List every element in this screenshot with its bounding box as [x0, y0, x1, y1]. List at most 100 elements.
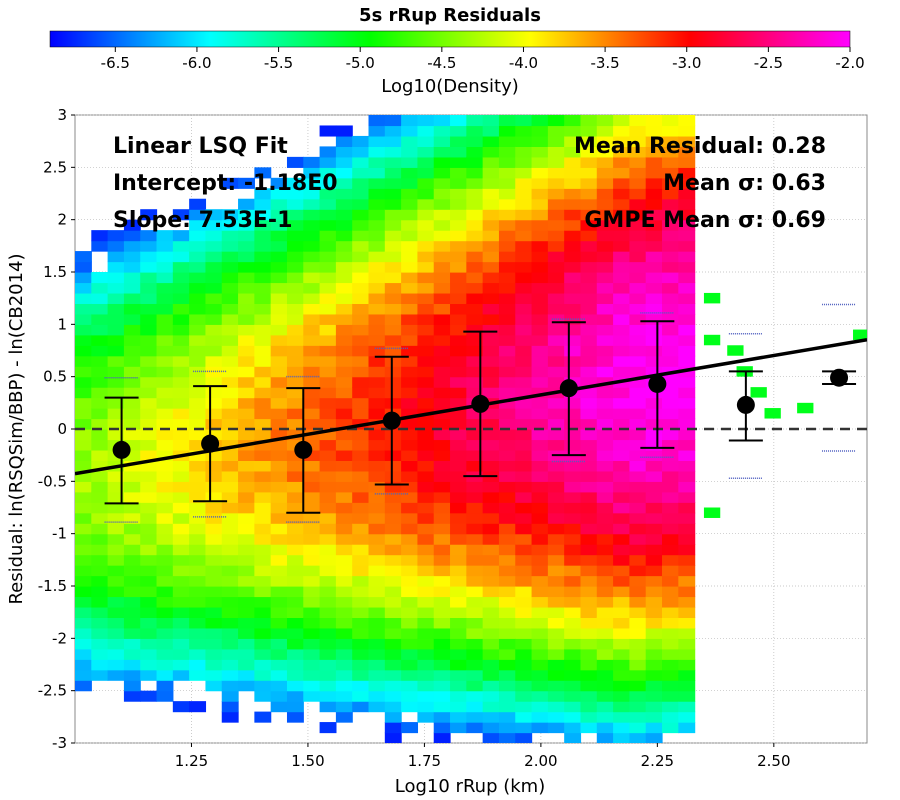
heatmap-cell — [221, 449, 239, 461]
heatmap-cell — [254, 408, 272, 420]
heatmap-cell — [75, 617, 92, 629]
heatmap-cell — [515, 491, 533, 503]
heatmap-cell — [645, 711, 663, 723]
heatmap-cell — [678, 303, 696, 315]
heatmap-cell — [189, 669, 207, 681]
heatmap-cell — [368, 334, 386, 346]
heatmap-cell — [123, 292, 141, 304]
heatmap-cell — [401, 418, 419, 430]
heatmap-cell — [384, 586, 402, 598]
heatmap-cell — [450, 313, 467, 325]
heatmap-cell — [564, 177, 582, 189]
heatmap-cell — [319, 418, 337, 430]
heatmap-cell — [352, 397, 370, 409]
heatmap-cell — [531, 313, 549, 325]
heatmap-cell — [221, 292, 239, 304]
heatmap-cell — [303, 219, 321, 231]
heatmap-cell — [645, 512, 663, 524]
heatmap-cell — [123, 586, 141, 598]
heatmap-cell — [433, 135, 451, 147]
heatmap-cell — [221, 481, 239, 493]
heatmap-cell — [482, 219, 500, 231]
heatmap-cell — [205, 272, 223, 284]
heatmap-cell — [678, 397, 696, 409]
heatmap-cell — [678, 282, 696, 294]
heatmap-cell — [645, 125, 663, 137]
heatmap-cell — [662, 512, 679, 524]
heatmap-cell — [335, 209, 353, 221]
heatmap-cell — [303, 418, 321, 430]
heatmap-cell — [450, 554, 467, 566]
heatmap-cell — [417, 355, 435, 367]
heatmap-cell — [140, 292, 158, 304]
heatmap-cell — [580, 481, 598, 493]
heatmap-cell — [270, 596, 288, 608]
heatmap-cell — [401, 648, 419, 660]
heatmap-cell — [482, 240, 500, 252]
heatmap-cell — [205, 596, 223, 608]
heatmap-cell — [482, 481, 500, 493]
heatmap-cell — [254, 188, 272, 200]
heatmap-cell — [319, 523, 337, 535]
heatmap-cell — [466, 502, 484, 514]
heatmap-cell — [531, 303, 549, 315]
heatmap-cell — [401, 523, 419, 535]
heatmap-cell — [172, 701, 190, 713]
heatmap-cell — [303, 669, 321, 681]
heatmap-cell — [433, 272, 451, 284]
heatmap-cell — [303, 397, 321, 409]
heatmap-cell — [384, 324, 402, 336]
heatmap-cell — [596, 449, 614, 461]
heatmap-cell — [368, 439, 386, 451]
heatmap-cell — [498, 512, 516, 524]
heatmap-cell — [319, 502, 337, 514]
heatmap-cell — [547, 115, 565, 127]
heatmap-cell — [156, 240, 174, 252]
heatmap-cell — [547, 481, 565, 493]
heatmap-cell — [156, 544, 174, 556]
heatmap-cell — [286, 177, 304, 189]
heatmap-cell — [123, 334, 141, 346]
heatmap-cell — [596, 272, 614, 284]
heatmap-cell — [172, 324, 190, 336]
heatmap-cell — [172, 251, 190, 263]
heatmap-cell — [189, 219, 207, 231]
heatmap-cell — [678, 711, 696, 723]
heatmap-cell — [498, 324, 516, 336]
heatmap-cell — [156, 659, 174, 671]
heatmap-cell — [629, 711, 647, 723]
heatmap-cell — [678, 533, 696, 545]
heatmap-cell — [531, 240, 549, 252]
heatmap-cell — [140, 418, 158, 430]
heatmap-cell — [75, 429, 92, 441]
heatmap-cell — [515, 449, 533, 461]
heatmap-cell — [564, 272, 582, 284]
heatmap-cell — [433, 690, 451, 702]
heatmap-cell — [221, 439, 239, 451]
heatmap-cell — [319, 355, 337, 367]
heatmap-cell — [466, 146, 484, 158]
heatmap-cell — [450, 596, 467, 608]
heatmap-cell — [417, 690, 435, 702]
heatmap-cell — [189, 240, 207, 252]
heatmap-cell — [417, 544, 435, 556]
heatmap-cell — [270, 292, 288, 304]
heatmap-cell — [140, 345, 158, 357]
heatmap-cell — [417, 439, 435, 451]
heatmap-cell — [238, 512, 255, 524]
heatmap-cell — [335, 586, 353, 598]
heatmap-cell — [156, 366, 174, 378]
heatmap-cell — [123, 261, 141, 273]
heatmap-cell — [662, 523, 679, 535]
heatmap-cell — [596, 366, 614, 378]
heatmap-cell — [205, 460, 223, 472]
heatmap-cell — [254, 586, 272, 598]
heatmap-cell — [401, 439, 419, 451]
heatmap-cell — [596, 345, 614, 357]
heatmap-cell — [678, 198, 696, 210]
heatmap-cell — [107, 366, 125, 378]
heatmap-cell — [140, 606, 158, 618]
heatmap-cell — [629, 722, 647, 734]
heatmap-cell — [450, 722, 467, 734]
heatmap-cell — [401, 188, 419, 200]
